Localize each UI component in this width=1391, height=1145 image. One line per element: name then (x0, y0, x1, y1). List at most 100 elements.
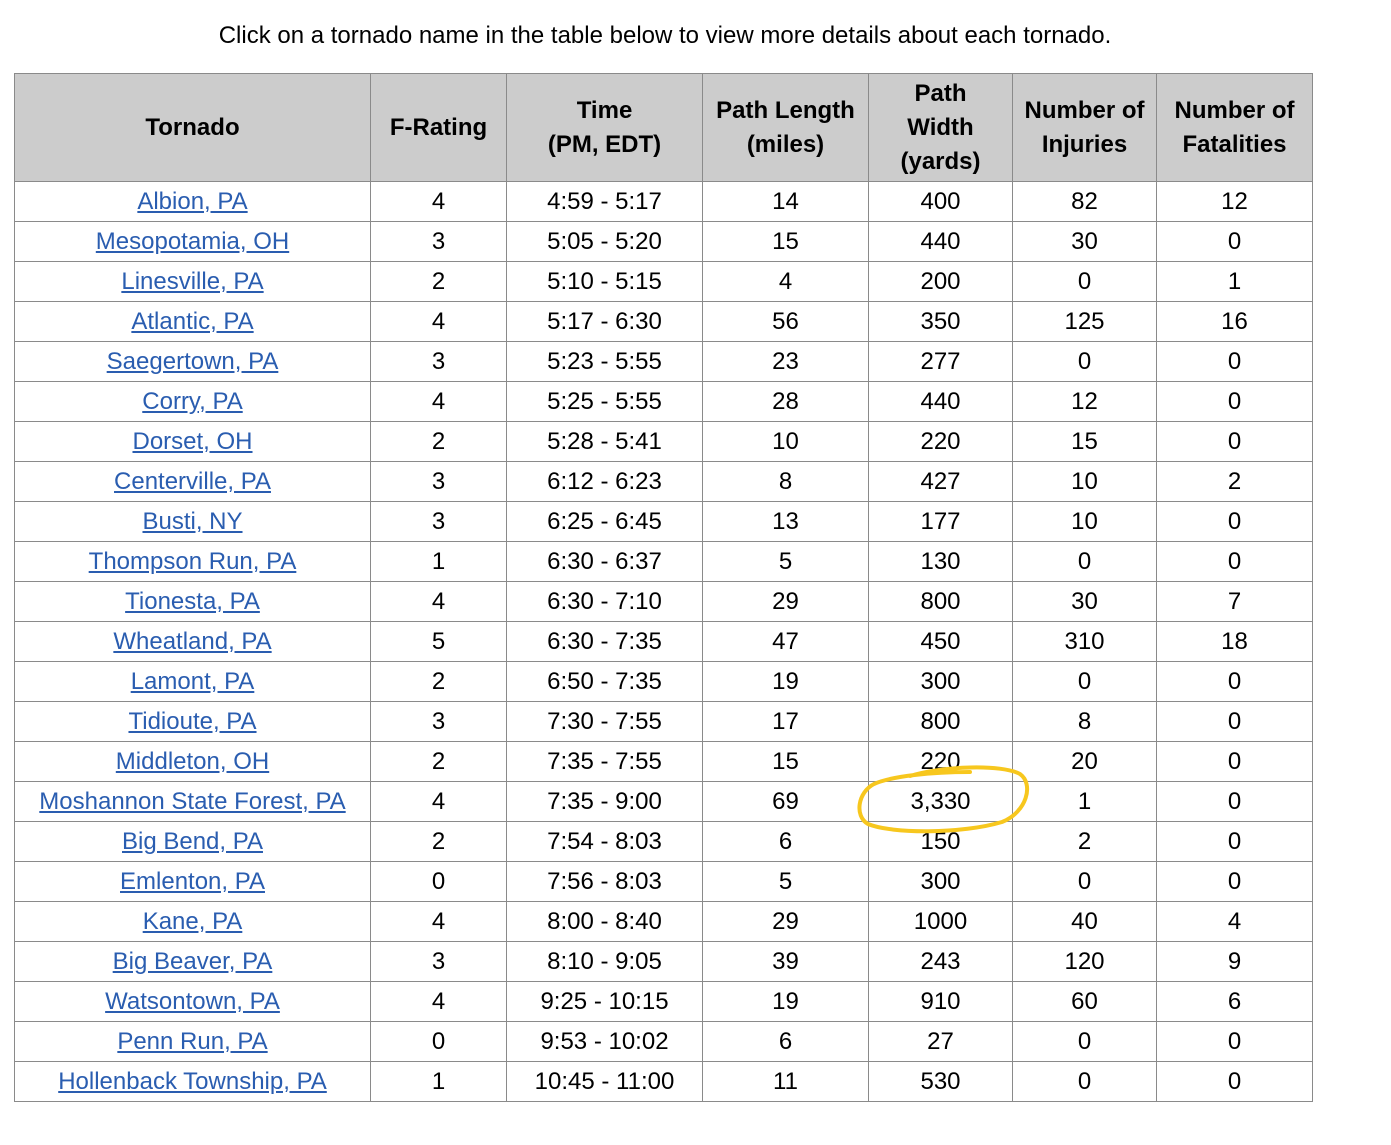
cell-time: 5:23 - 5:55 (506, 341, 703, 382)
cell-injuries: 30 (1012, 221, 1157, 262)
cell-injuries: 0 (1012, 261, 1157, 302)
tornado-link[interactable]: Corry, PA (142, 387, 243, 415)
tornado-link[interactable]: Emlenton, PA (120, 867, 265, 895)
cell-fatalities: 0 (1156, 341, 1313, 382)
tornado-link[interactable]: Atlantic, PA (131, 307, 254, 335)
cell-fatalities: 0 (1156, 541, 1313, 582)
table-row: Albion, PA 4 4:59 - 5:17 14 400 82 12 (14, 181, 1313, 222)
cell-fatalities: 6 (1156, 981, 1313, 1022)
cell-path-width: 27 (868, 1021, 1013, 1062)
cell-fatalities: 9 (1156, 941, 1313, 982)
tornado-link[interactable]: Busti, NY (142, 507, 243, 535)
cell-path-width: 243 (868, 941, 1013, 982)
table-row: Tidioute, PA 3 7:30 - 7:55 17 800 8 0 (14, 701, 1313, 742)
cell-path-width: 400 (868, 181, 1013, 222)
header-time: Time (PM, EDT) (506, 73, 703, 182)
tornado-link[interactable]: Lamont, PA (130, 667, 255, 695)
tornado-link[interactable]: Watsontown, PA (105, 987, 280, 1015)
cell-path-length: 17 (702, 701, 869, 742)
cell-tornado: Busti, NY (14, 501, 371, 542)
table-row: Saegertown, PA 3 5:23 - 5:55 23 277 0 0 (14, 341, 1313, 382)
header-f-rating: F-Rating (370, 73, 507, 182)
cell-path-width: 130 (868, 541, 1013, 582)
cell-fatalities: 4 (1156, 901, 1313, 942)
tornado-link[interactable]: Penn Run, PA (117, 1027, 268, 1055)
cell-f-rating: 2 (370, 261, 507, 302)
tornado-link[interactable]: Mesopotamia, OH (95, 227, 290, 255)
cell-f-rating: 4 (370, 181, 507, 222)
cell-fatalities: 0 (1156, 661, 1313, 702)
tornado-link[interactable]: Saegertown, PA (106, 347, 279, 375)
cell-tornado: Lamont, PA (14, 661, 371, 702)
cell-tornado: Tidioute, PA (14, 701, 371, 742)
cell-fatalities: 0 (1156, 1021, 1313, 1062)
cell-path-length: 15 (702, 741, 869, 782)
intro-text: Click on a tornado name in the table bel… (218, 22, 1112, 49)
cell-time: 7:54 - 8:03 (506, 821, 703, 862)
cell-tornado: Mesopotamia, OH (14, 221, 371, 262)
cell-path-length: 23 (702, 341, 869, 382)
tornado-link[interactable]: Kane, PA (142, 907, 243, 935)
cell-time: 10:45 - 11:00 (506, 1061, 703, 1102)
cell-injuries: 15 (1012, 421, 1157, 462)
cell-path-width: 220 (868, 741, 1013, 782)
table-row: Penn Run, PA 0 9:53 - 10:02 6 27 0 0 (14, 1021, 1313, 1062)
cell-tornado: Tionesta, PA (14, 581, 371, 622)
tornado-link[interactable]: Middleton, OH (115, 747, 270, 775)
tornado-link[interactable]: Tidioute, PA (128, 707, 257, 735)
tornado-link[interactable]: Thompson Run, PA (88, 547, 297, 575)
cell-path-length: 15 (702, 221, 869, 262)
table-row: Linesville, PA 2 5:10 - 5:15 4 200 0 1 (14, 261, 1313, 302)
tornado-link[interactable]: Linesville, PA (121, 267, 264, 295)
cell-time: 6:12 - 6:23 (506, 461, 703, 502)
cell-time: 5:28 - 5:41 (506, 421, 703, 462)
cell-time: 5:25 - 5:55 (506, 381, 703, 422)
table-row: Tionesta, PA 4 6:30 - 7:10 29 800 30 7 (14, 581, 1313, 622)
cell-tornado: Watsontown, PA (14, 981, 371, 1022)
cell-fatalities: 1 (1156, 261, 1313, 302)
tornado-link[interactable]: Albion, PA (137, 187, 248, 215)
tornado-link[interactable]: Centerville, PA (114, 467, 271, 495)
cell-tornado: Saegertown, PA (14, 341, 371, 382)
table-header-row: Tornado F-Rating Time (PM, EDT) Path Length… (14, 73, 1313, 182)
tornado-link[interactable]: Big Bend, PA (122, 827, 263, 855)
cell-path-width: 200 (868, 261, 1013, 302)
cell-injuries: 0 (1012, 661, 1157, 702)
cell-path-length: 29 (702, 581, 869, 622)
cell-time: 7:35 - 7:55 (506, 741, 703, 782)
table-row: Mesopotamia, OH 3 5:05 - 5:20 15 440 30 0 (14, 221, 1313, 262)
cell-f-rating: 3 (370, 341, 507, 382)
cell-time: 9:53 - 10:02 (506, 1021, 703, 1062)
cell-injuries: 0 (1012, 1021, 1157, 1062)
tornado-link[interactable]: Big Beaver, PA (112, 947, 273, 975)
cell-time: 6:30 - 7:35 (506, 621, 703, 662)
tornado-link[interactable]: Moshannon State Forest, PA (39, 787, 346, 815)
table-row: Big Bend, PA 2 7:54 - 8:03 6 150 2 0 (14, 821, 1313, 862)
cell-path-width: 530 (868, 1061, 1013, 1102)
cell-path-length: 69 (702, 781, 869, 822)
cell-time: 8:00 - 8:40 (506, 901, 703, 942)
cell-path-length: 10 (702, 421, 869, 462)
cell-fatalities: 0 (1156, 221, 1313, 262)
tornado-link[interactable]: Dorset, OH (132, 427, 253, 455)
cell-path-width: 3,330 (868, 781, 1013, 822)
cell-tornado: Centerville, PA (14, 461, 371, 502)
cell-f-rating: 2 (370, 421, 507, 462)
cell-tornado: Emlenton, PA (14, 861, 371, 902)
tornado-link[interactable]: Wheatland, PA (113, 627, 272, 655)
cell-path-length: 5 (702, 541, 869, 582)
tornado-link[interactable]: Tionesta, PA (125, 587, 260, 615)
cell-path-length: 11 (702, 1061, 869, 1102)
cell-injuries: 60 (1012, 981, 1157, 1022)
cell-f-rating: 3 (370, 701, 507, 742)
cell-time: 7:30 - 7:55 (506, 701, 703, 742)
cell-tornado: Middleton, OH (14, 741, 371, 782)
cell-fatalities: 0 (1156, 421, 1313, 462)
tornado-link[interactable]: Hollenback Township, PA (58, 1067, 327, 1095)
cell-path-length: 28 (702, 381, 869, 422)
cell-tornado: Moshannon State Forest, PA (14, 781, 371, 822)
cell-fatalities: 12 (1156, 181, 1313, 222)
cell-injuries: 10 (1012, 501, 1157, 542)
cell-f-rating: 4 (370, 981, 507, 1022)
cell-tornado: Albion, PA (14, 181, 371, 222)
